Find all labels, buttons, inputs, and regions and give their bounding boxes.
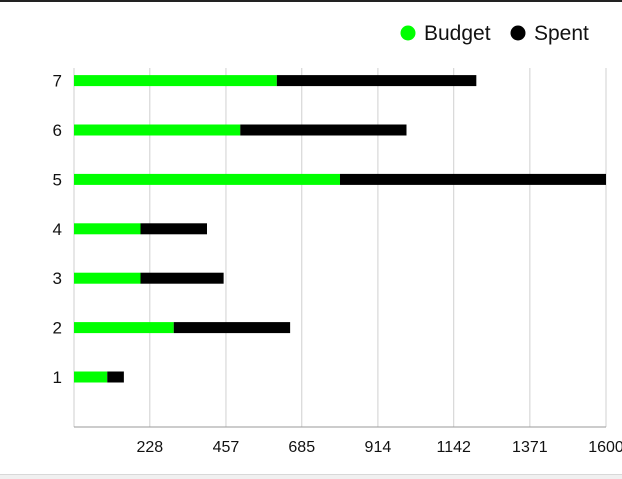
window-top-border bbox=[0, 0, 622, 2]
y-tick-label-6: 6 bbox=[53, 121, 62, 140]
y-tick-label-4: 4 bbox=[53, 220, 62, 239]
x-tick-label-1142: 1142 bbox=[437, 439, 472, 456]
y-tick-label-7: 7 bbox=[53, 72, 62, 91]
vertical-gridlines bbox=[149, 68, 607, 427]
bar-spent-2 bbox=[173, 322, 291, 334]
bar-spent-7 bbox=[276, 75, 477, 87]
x-tick-label-1600: 1600 bbox=[588, 439, 622, 456]
x-tick-label-685: 685 bbox=[288, 439, 315, 456]
bar-budget-3 bbox=[74, 272, 141, 284]
bar-budget-6 bbox=[74, 124, 241, 136]
window-bottom-edge bbox=[0, 474, 622, 479]
legend-swatch-spent bbox=[510, 25, 526, 41]
bar-budget-5 bbox=[74, 173, 340, 185]
bar-spent-3 bbox=[140, 272, 224, 284]
x-tick-label-914: 914 bbox=[365, 439, 392, 456]
bar-budget-1 bbox=[74, 371, 108, 383]
bar-spent-6 bbox=[240, 124, 407, 136]
legend-label-spent: Spent bbox=[534, 22, 589, 45]
y-tick-label-5: 5 bbox=[53, 170, 62, 189]
bar-spent-5 bbox=[340, 173, 606, 185]
x-tick-label-457: 457 bbox=[213, 439, 240, 456]
x-tick-label-1371: 1371 bbox=[512, 439, 548, 456]
bar-spent-1 bbox=[107, 371, 124, 383]
bar-budget-4 bbox=[74, 223, 141, 235]
bar-budget-7 bbox=[74, 75, 277, 87]
x-axis-tick-labels: 228 457 685 914 1142 1371 1600 bbox=[136, 439, 622, 456]
legend-label-budget: Budget bbox=[424, 22, 491, 45]
bar-budget-2 bbox=[74, 322, 174, 334]
y-axis-tick-labels: 1 2 3 4 5 6 7 bbox=[53, 72, 62, 387]
x-tick-label-228: 228 bbox=[136, 439, 163, 456]
bar-spent-4 bbox=[140, 223, 207, 235]
legend-swatch-budget bbox=[400, 25, 416, 41]
y-tick-label-3: 3 bbox=[53, 269, 62, 288]
bars bbox=[74, 75, 606, 383]
legend: Budget Spent bbox=[400, 22, 589, 45]
y-tick-label-1: 1 bbox=[53, 368, 62, 387]
axes bbox=[73, 68, 606, 428]
y-tick-label-2: 2 bbox=[53, 319, 62, 338]
